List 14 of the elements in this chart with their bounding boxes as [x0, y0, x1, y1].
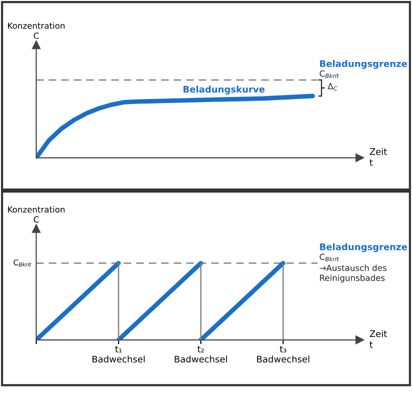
- x-tick-label: t₁ Badwechsel: [92, 346, 145, 363]
- x-axis-title: Zeit t: [370, 148, 387, 166]
- text: Beladungskurve: [184, 86, 265, 94]
- x-axis-title: Zeit t: [370, 330, 387, 348]
- x-tick-label: t₂ Badwechsel: [174, 346, 227, 363]
- text: C$_{Bkrit}$: [320, 254, 340, 262]
- ref-line-label: C$_{Bkrit}$: [320, 70, 340, 78]
- x-tick-label: t₃ Badwechsel: [257, 346, 310, 363]
- y-axis-title: Konzentration C: [8, 22, 65, 39]
- text: Beladungsgrenze: [320, 243, 407, 252]
- y-axis-title: Konzentration C: [8, 206, 65, 223]
- annotation: →Austausch des Reinigunsbades: [320, 264, 386, 283]
- text: Beladungsgrenze: [320, 60, 407, 69]
- text: Δ$_{C}$: [328, 83, 338, 91]
